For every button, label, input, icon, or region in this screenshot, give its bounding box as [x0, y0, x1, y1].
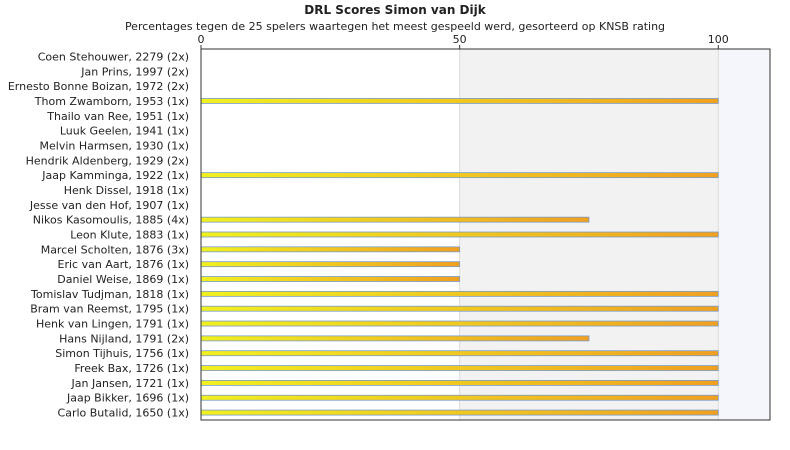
bar	[200, 335, 590, 342]
bar	[200, 98, 719, 104]
category-label: Hendrik Aldenberg, 1929 (2x)	[26, 154, 189, 167]
category-label: Jesse van den Hof, 1907 (1x)	[29, 199, 189, 212]
x-tick-label: 100	[708, 33, 729, 46]
category-label: Simon Tijhuis, 1756 (1x)	[55, 347, 189, 360]
chart-title: DRL Scores Simon van Dijk	[304, 3, 486, 17]
category-label: Thailo van Ree, 1951 (1x)	[46, 110, 189, 123]
category-label: Carlo Butalid, 1650 (1x)	[58, 407, 189, 420]
category-label: Henk van Lingen, 1791 (1x)	[36, 318, 189, 331]
x-tick-label: 50	[453, 33, 467, 46]
bar	[200, 231, 719, 238]
category-label: Tomislav Tudjman, 1818 (1x)	[30, 288, 189, 301]
category-label: Jan Jansen, 1721 (1x)	[71, 377, 189, 390]
category-label: Bram van Reemst, 1795 (1x)	[30, 303, 189, 316]
category-label: Eric van Aart, 1876 (1x)	[58, 258, 189, 271]
chart-subtitle: Percentages tegen de 25 spelers waartege…	[124, 20, 666, 33]
bar	[200, 394, 719, 401]
category-label: Nikos Kasomoulis, 1885 (4x)	[33, 214, 189, 227]
bar	[200, 320, 719, 327]
bar	[200, 365, 719, 371]
category-label: Leon Klute, 1883 (1x)	[70, 229, 189, 242]
category-label: Luuk Geelen, 1941 (1x)	[60, 125, 189, 138]
category-label: Coen Stehouwer, 2279 (2x)	[38, 50, 189, 63]
bar	[200, 290, 719, 297]
category-label: Daniel Weise, 1869 (1x)	[57, 273, 189, 286]
bar	[200, 261, 461, 268]
bar	[200, 409, 719, 416]
bar	[200, 216, 590, 223]
bar	[200, 276, 461, 282]
category-label: Freek Bax, 1726 (1x)	[74, 362, 189, 375]
category-label: Marcel Scholten, 1876 (3x)	[41, 243, 189, 256]
bar	[200, 246, 461, 253]
category-label: Melvin Harmsen, 1930 (1x)	[40, 139, 189, 152]
category-label: Henk Dissel, 1918 (1x)	[64, 184, 189, 197]
bar	[200, 350, 719, 357]
bar	[200, 379, 719, 386]
bar	[200, 305, 719, 312]
category-label: Hans Nijland, 1791 (2x)	[59, 332, 189, 345]
category-label: Jaap Kamminga, 1922 (1x)	[41, 169, 189, 182]
plot-frame	[200, 48, 771, 421]
category-label: Jaap Bikker, 1696 (1x)	[66, 392, 189, 405]
category-label: Ernesto Bonne Boizan, 1972 (2x)	[8, 80, 189, 93]
category-label: Jan Prins, 1997 (2x)	[80, 65, 189, 78]
plot-band	[718, 49, 770, 420]
category-label: Thom Zwamborn, 1953 (1x)	[34, 95, 189, 108]
bar	[200, 172, 719, 179]
x-tick-label: 0	[198, 33, 205, 46]
